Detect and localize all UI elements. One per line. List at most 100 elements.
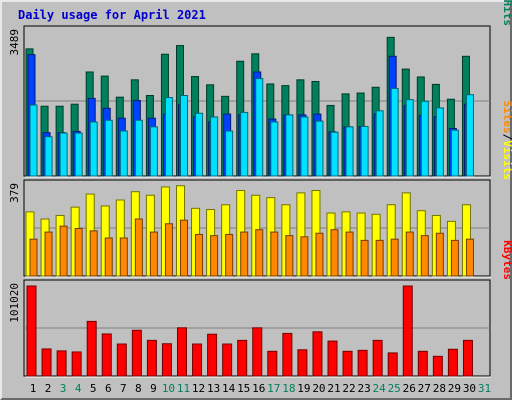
bar-pages [330, 131, 339, 177]
day-label: 19 [297, 382, 310, 395]
day-label: 29 [448, 382, 461, 395]
bar-pages [405, 99, 414, 177]
day-label: 18 [282, 382, 295, 395]
bar-pages [375, 110, 384, 177]
bar-pages [74, 132, 83, 177]
day-label: 24 [373, 382, 387, 395]
bar-kbytes [131, 329, 142, 377]
bar-sites [104, 237, 113, 277]
legend-kbytes: KBytes [501, 240, 512, 280]
bar-sites [225, 233, 234, 277]
legend-item-visits: Visits [501, 140, 512, 180]
bar-kbytes [26, 285, 37, 377]
bar-pages [119, 130, 128, 177]
bar-kbytes [372, 339, 383, 377]
day-label: 7 [120, 382, 127, 395]
bar-kbytes [101, 333, 112, 377]
bar-kbytes [342, 350, 353, 377]
bar-kbytes [447, 348, 458, 377]
bar-kbytes [462, 339, 473, 377]
bar-pages [270, 121, 279, 177]
bar-pages [180, 95, 188, 177]
day-label: 2 [45, 382, 52, 395]
bar-pages [420, 100, 429, 177]
bar-sites [360, 239, 369, 277]
day-label: 8 [135, 382, 142, 395]
day-label: 22 [342, 382, 355, 395]
bar-kbytes [71, 351, 82, 377]
bar-pages [195, 112, 204, 177]
bar-kbytes [56, 350, 67, 377]
bar-sites [59, 225, 68, 277]
bar-kbytes [86, 320, 97, 377]
legend-item-sites: Sites [501, 101, 512, 134]
ymax-label-hits-files-pages: 3489 [8, 29, 21, 56]
bar-kbytes [267, 350, 278, 377]
bar-sites [240, 231, 249, 277]
bar-sites [450, 239, 459, 277]
bar-sites [134, 218, 143, 277]
bar-kbytes [402, 285, 413, 377]
bar-pages [210, 116, 219, 177]
bar-sites [270, 231, 279, 277]
bar-sites [210, 235, 219, 277]
bar-sites [74, 228, 83, 277]
bar-kbytes [312, 331, 323, 377]
bar-pages [149, 126, 158, 177]
bar-sites [29, 238, 38, 277]
bar-sites [465, 238, 474, 277]
ymax-label-visits-sites: 379 [8, 183, 21, 203]
bar-sites [315, 232, 324, 277]
bar-pages [240, 111, 249, 177]
day-label: 5 [90, 382, 97, 395]
bar-kbytes [177, 327, 187, 377]
day-label: 28 [433, 382, 446, 395]
bar-sites [119, 237, 128, 277]
bar-kbytes [297, 349, 308, 377]
legend-separator: / [501, 134, 512, 141]
day-label: 13 [207, 382, 220, 395]
bar-pages [134, 119, 143, 177]
bar-pages [360, 125, 369, 177]
bar-kbytes [161, 343, 172, 377]
bar-kbytes [252, 327, 263, 377]
bar-sites [345, 231, 354, 277]
bar-pages [255, 78, 264, 177]
bar-kbytes [282, 332, 293, 377]
day-label: 20 [312, 382, 325, 395]
bar-sites [390, 238, 399, 277]
bar-sites [330, 229, 339, 277]
day-label: 16 [252, 382, 265, 395]
day-label: 6 [105, 382, 112, 395]
bar-sites [89, 230, 98, 277]
bar-pages [285, 114, 294, 177]
day-label: 27 [418, 382, 431, 395]
bar-kbytes [116, 343, 127, 377]
bar-sites [255, 229, 264, 277]
bar-sites [420, 235, 429, 277]
bar-kbytes [146, 339, 157, 377]
bar-sites [375, 239, 384, 277]
day-label: 15 [237, 382, 250, 395]
bar-kbytes [237, 339, 248, 377]
day-label: 10 [162, 382, 175, 395]
day-label: 23 [357, 382, 370, 395]
bar-kbytes [357, 349, 368, 377]
bar-pages [225, 130, 234, 177]
bar-pages [300, 116, 309, 177]
bar-sites [164, 223, 173, 277]
day-label: 17 [267, 382, 280, 395]
bar-pages [29, 104, 38, 177]
day-label: 14 [222, 382, 236, 395]
day-label: 30 [463, 382, 476, 395]
bar-sites [435, 232, 444, 277]
bar-kbytes [327, 340, 338, 377]
legend-visits-sites: Sites/Visits [501, 101, 512, 181]
legend-hits-files-pages: Pages/Files/Hits [501, 0, 512, 26]
day-label: 1 [30, 382, 37, 395]
bar-pages [465, 94, 474, 177]
day-label: 4 [75, 382, 82, 395]
chart-title: Daily usage for April 2021 [18, 8, 206, 22]
ymax-label-kbytes: 101020 [8, 283, 21, 323]
